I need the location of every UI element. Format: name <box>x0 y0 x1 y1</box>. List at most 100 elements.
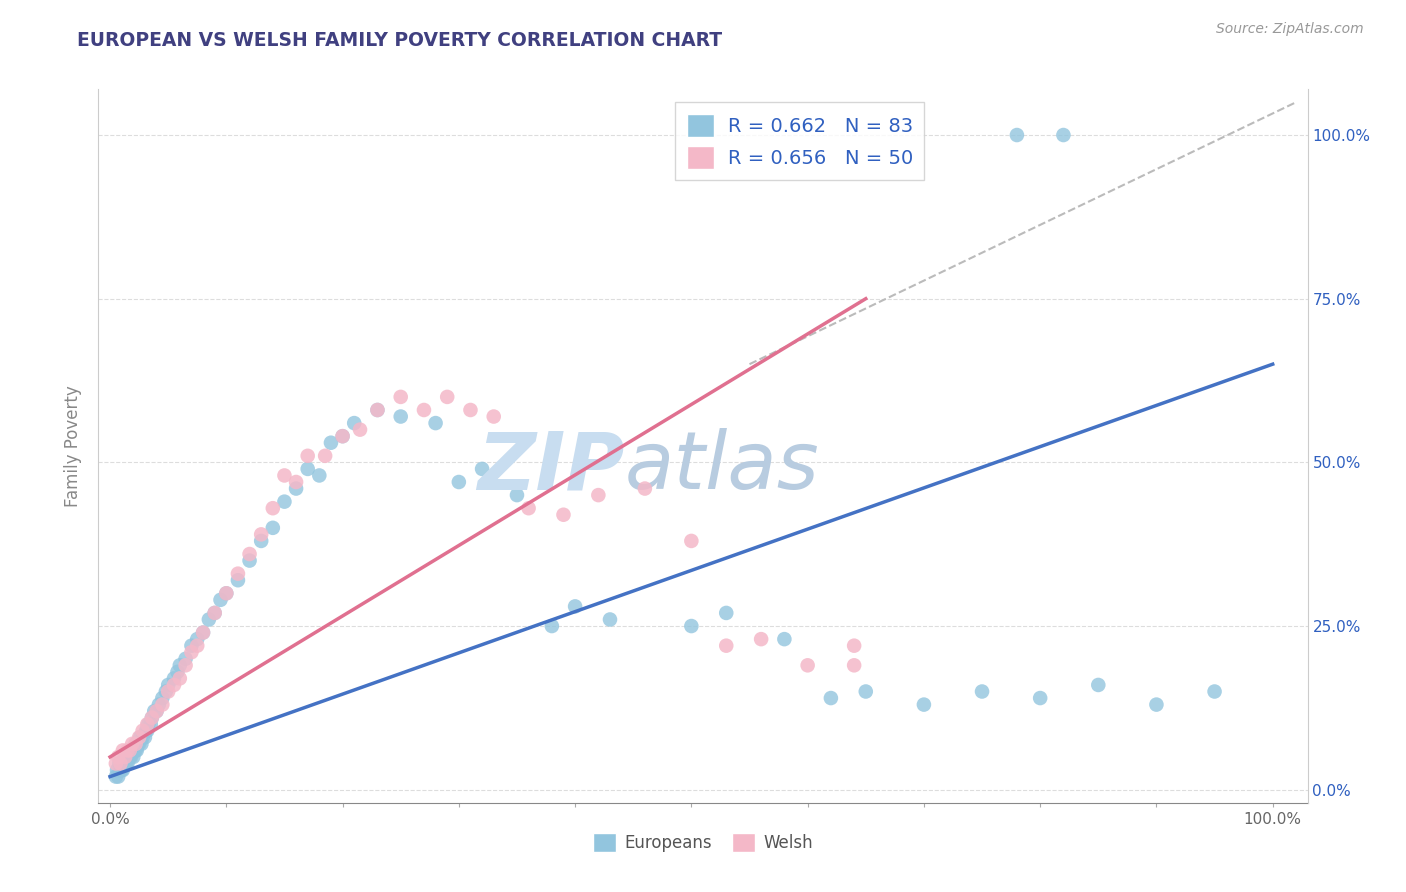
Point <box>150 691 173 706</box>
Point <box>186 632 208 647</box>
Point <box>120 750 142 764</box>
Point <box>273 494 295 508</box>
Y-axis label: Family Poverty: Family Poverty <box>65 385 83 507</box>
Point <box>215 586 238 600</box>
Point <box>186 639 208 653</box>
Point <box>174 658 197 673</box>
Point <box>297 462 319 476</box>
Point <box>349 423 371 437</box>
Point <box>115 756 138 771</box>
Point <box>121 737 143 751</box>
Point <box>129 731 152 745</box>
Point <box>117 743 139 757</box>
Point <box>239 553 262 567</box>
Point <box>716 639 738 653</box>
Point <box>169 672 191 686</box>
Point <box>343 416 366 430</box>
Point <box>104 770 127 784</box>
Point <box>143 704 166 718</box>
Point <box>114 756 136 771</box>
Point <box>681 619 703 633</box>
Point <box>471 462 494 476</box>
Point <box>118 750 141 764</box>
Point <box>436 390 458 404</box>
Point <box>226 566 249 581</box>
Point <box>855 684 877 698</box>
Point <box>148 698 170 712</box>
Point <box>389 409 412 424</box>
Point <box>111 756 134 771</box>
Point <box>517 501 540 516</box>
Point <box>226 573 249 587</box>
Point <box>157 678 180 692</box>
Point <box>204 606 226 620</box>
Point <box>166 665 188 679</box>
Point <box>128 737 150 751</box>
Point <box>553 508 575 522</box>
Point <box>1144 698 1167 712</box>
Point <box>138 717 160 731</box>
Point <box>215 586 238 600</box>
Point <box>136 717 159 731</box>
Point <box>163 672 186 686</box>
Point <box>460 403 482 417</box>
Point <box>262 521 284 535</box>
Point <box>157 684 180 698</box>
Point <box>599 612 621 626</box>
Text: EUROPEAN VS WELSH FAMILY POVERTY CORRELATION CHART: EUROPEAN VS WELSH FAMILY POVERTY CORRELA… <box>77 31 723 50</box>
Point <box>141 711 163 725</box>
Point <box>773 632 796 647</box>
Point <box>297 449 319 463</box>
Point <box>107 750 129 764</box>
Point <box>145 704 167 718</box>
Point <box>107 770 129 784</box>
Point <box>250 527 273 541</box>
Point <box>482 409 505 424</box>
Point <box>716 606 738 620</box>
Point <box>141 711 163 725</box>
Point <box>134 731 156 745</box>
Point <box>145 704 167 718</box>
Point <box>169 658 191 673</box>
Point <box>111 763 134 777</box>
Point <box>1204 684 1226 698</box>
Legend: Europeans, Welsh: Europeans, Welsh <box>586 826 820 859</box>
Point <box>564 599 586 614</box>
Point <box>389 390 412 404</box>
Text: atlas: atlas <box>624 428 820 507</box>
Point <box>250 533 273 548</box>
Point <box>174 652 197 666</box>
Point <box>970 684 993 698</box>
Point <box>128 731 150 745</box>
Point <box>150 698 173 712</box>
Point <box>198 612 221 626</box>
Point <box>634 482 657 496</box>
Point <box>136 723 159 738</box>
Point <box>332 429 354 443</box>
Point <box>111 763 134 777</box>
Point <box>127 737 149 751</box>
Point <box>239 547 262 561</box>
Point <box>125 743 148 757</box>
Text: Source: ZipAtlas.com: Source: ZipAtlas.com <box>1216 22 1364 37</box>
Point <box>135 723 157 738</box>
Point <box>139 717 162 731</box>
Point <box>1029 691 1052 706</box>
Point <box>124 737 146 751</box>
Point <box>262 501 284 516</box>
Point <box>118 743 141 757</box>
Point <box>180 645 202 659</box>
Point <box>749 632 772 647</box>
Point <box>332 429 354 443</box>
Point <box>155 684 177 698</box>
Point <box>131 723 153 738</box>
Point <box>844 639 866 653</box>
Point <box>844 658 866 673</box>
Point <box>1005 128 1028 142</box>
Point <box>681 533 703 548</box>
Point <box>108 756 131 771</box>
Point <box>447 475 470 489</box>
Point <box>285 475 308 489</box>
Point <box>1052 128 1074 142</box>
Point <box>1087 678 1109 692</box>
